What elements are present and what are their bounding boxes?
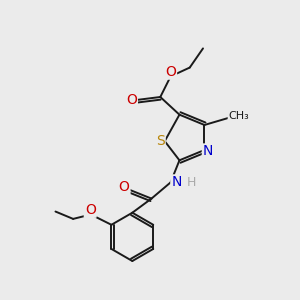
Text: O: O	[85, 203, 96, 217]
Text: H: H	[187, 176, 196, 189]
Text: O: O	[119, 180, 130, 194]
Text: CH₃: CH₃	[229, 111, 249, 121]
Text: N: N	[171, 176, 182, 189]
Text: S: S	[156, 134, 165, 148]
Text: O: O	[165, 65, 176, 79]
Text: N: N	[203, 145, 213, 158]
Text: O: O	[126, 93, 137, 107]
